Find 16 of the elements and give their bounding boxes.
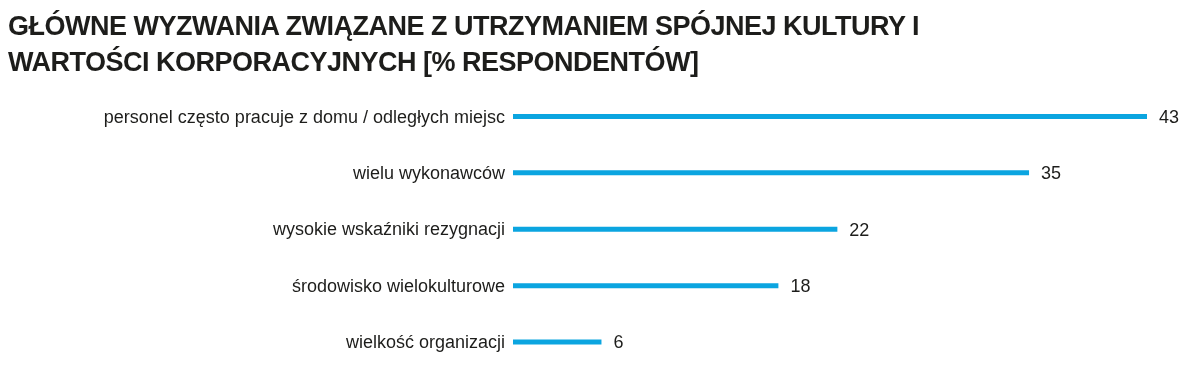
y-tick-label: wielkość organizacji bbox=[344, 332, 505, 353]
bar bbox=[513, 113, 1147, 119]
data-label: 18 bbox=[790, 276, 811, 297]
y-tick-label: wielu wykonawców bbox=[351, 162, 506, 183]
bar bbox=[513, 170, 1030, 176]
y-tick-label: środowisko wielokulturowe bbox=[291, 275, 505, 296]
y-tick-label: personel często pracuje z domu / odległych miejsc bbox=[103, 106, 505, 127]
y-tick-label: wysokie wskaźniki rezygnacji bbox=[271, 219, 505, 240]
chart-title: GŁÓWNE WYZWANIA ZWIĄZANE Z UTRZYMANIEM SPÓJNEJ KULTURY I WARTOŚCI KORPORACYJNYCH [% RESPONDENTÓW] bbox=[8, 9, 920, 79]
data-label: 6 bbox=[613, 332, 624, 353]
data-label: 22 bbox=[849, 219, 870, 240]
data-label: 35 bbox=[1041, 163, 1062, 184]
bar bbox=[513, 226, 838, 232]
data-label: 43 bbox=[1159, 106, 1180, 127]
bar bbox=[513, 339, 602, 345]
bar bbox=[513, 283, 779, 289]
